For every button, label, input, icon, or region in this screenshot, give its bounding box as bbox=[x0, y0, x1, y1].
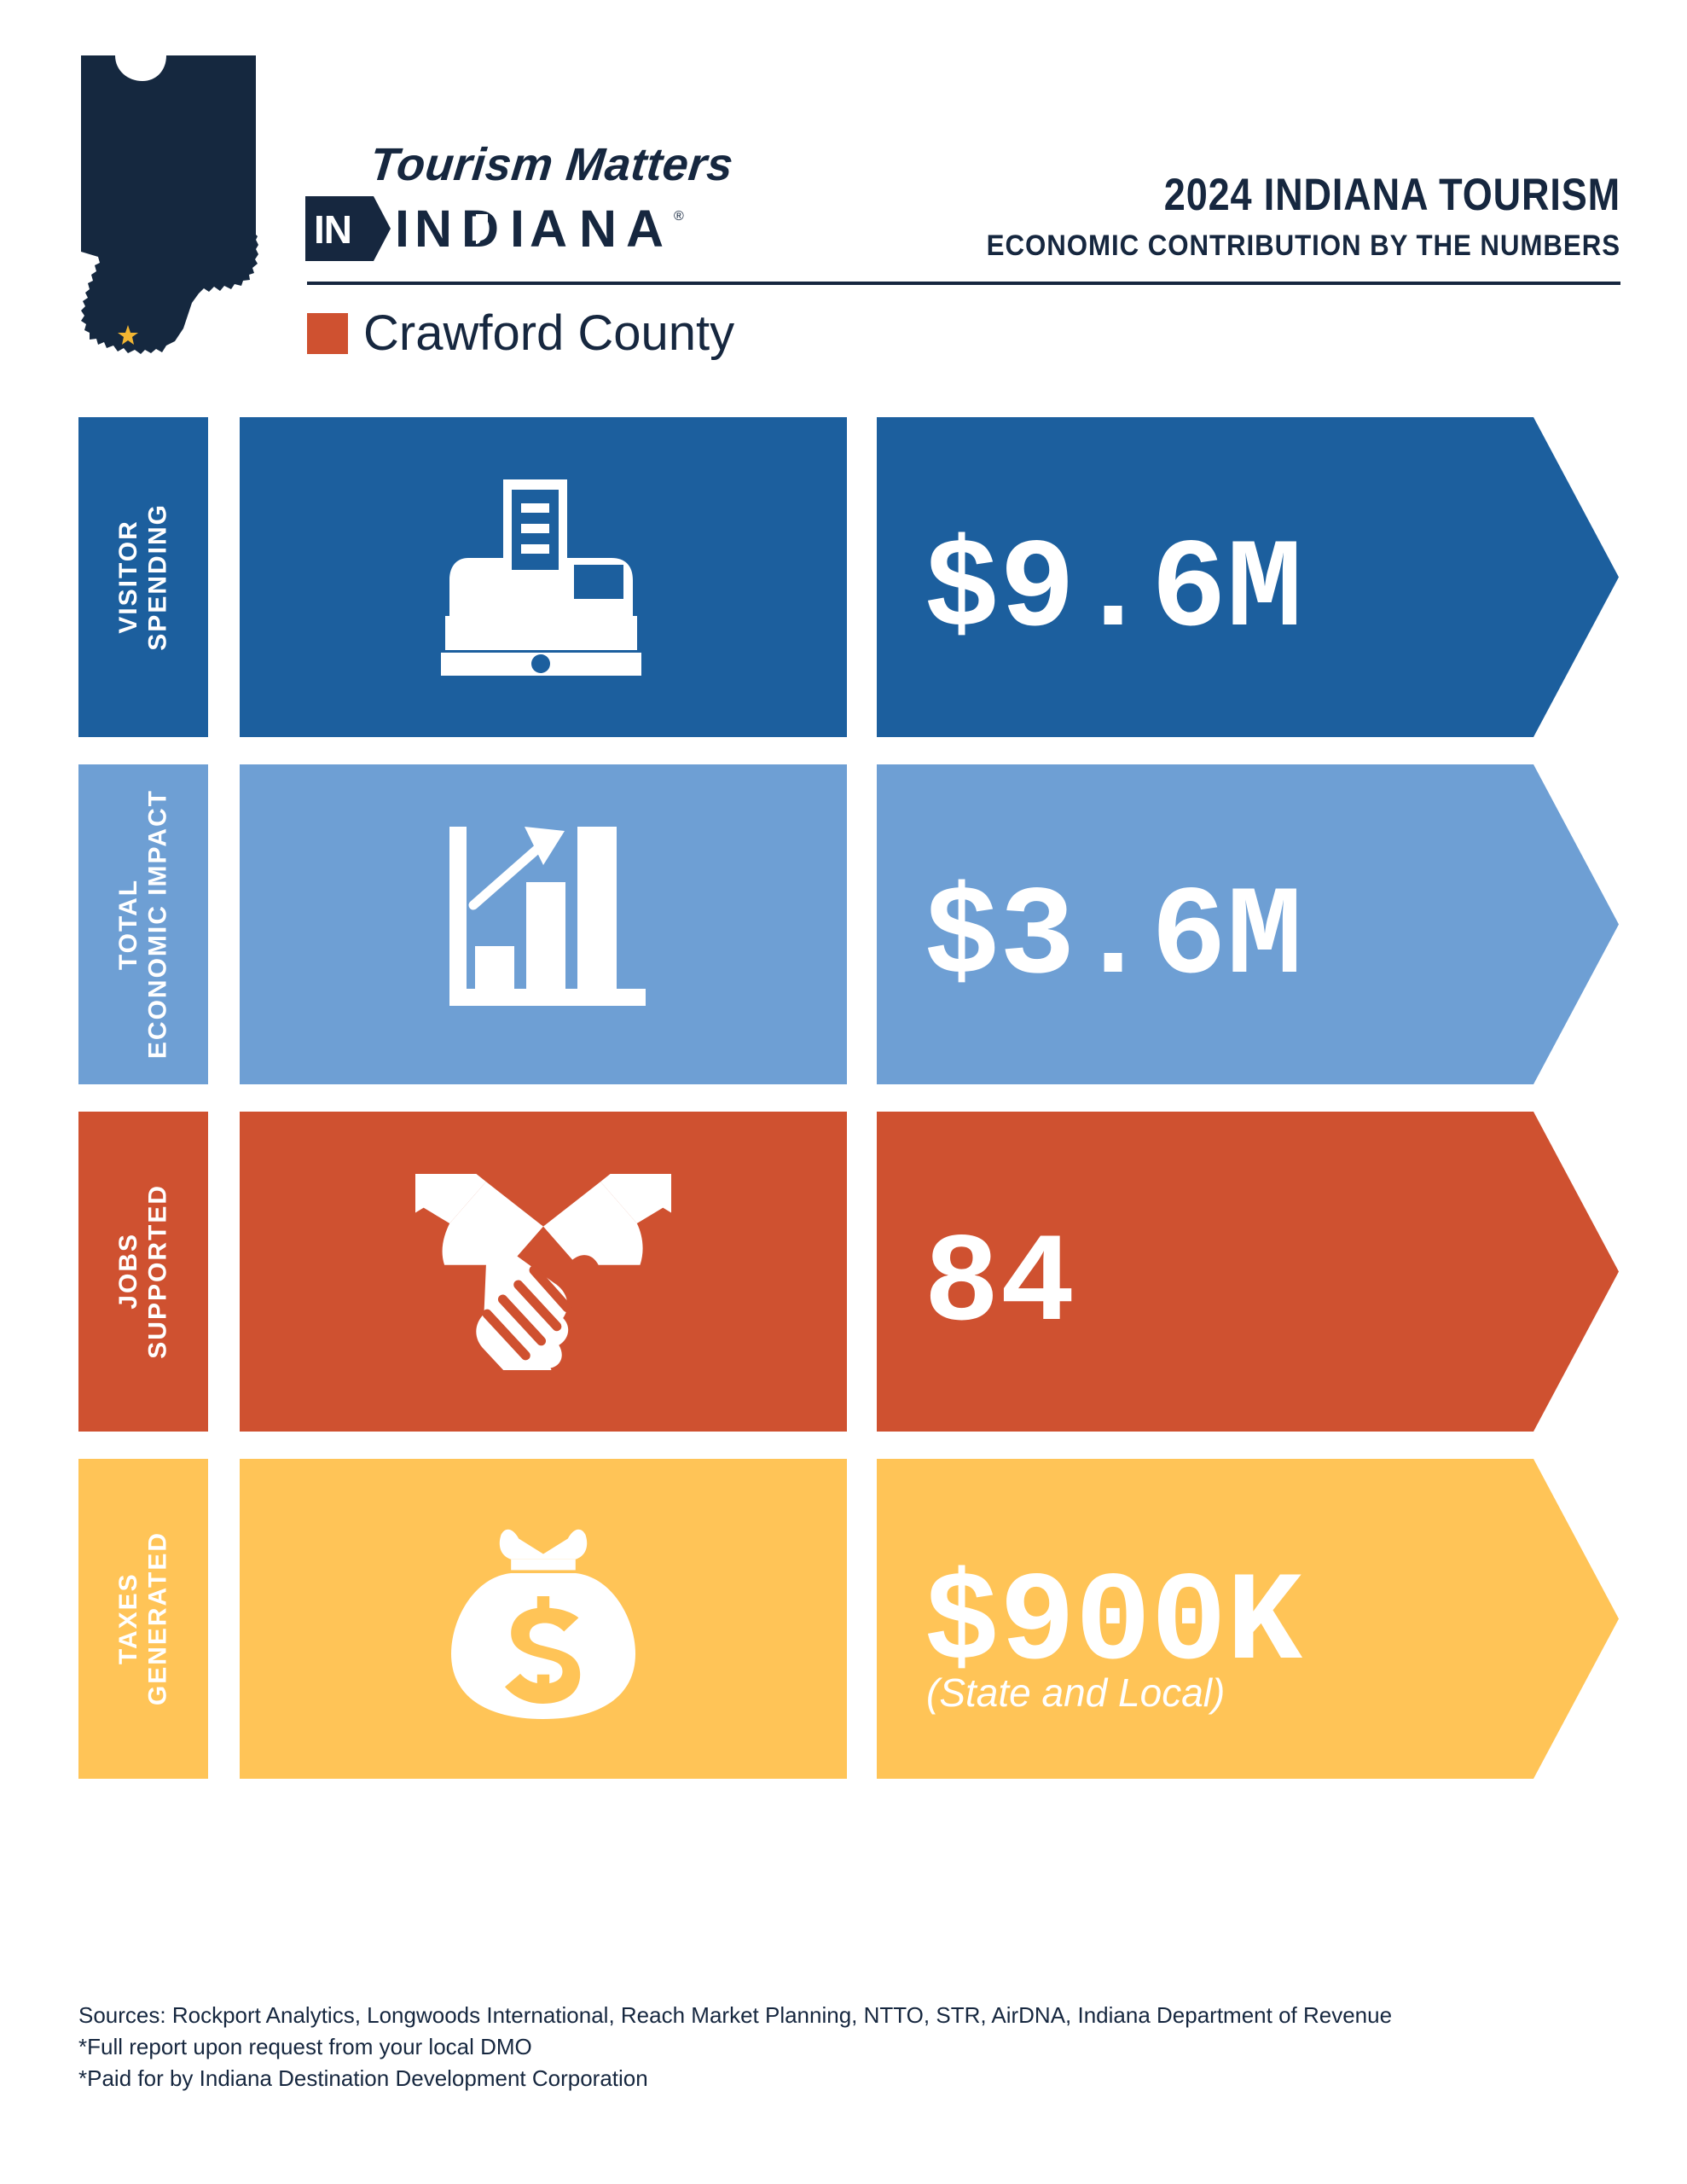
svg-text:I N D: I N D I A N A bbox=[395, 200, 664, 258]
svg-text:84: 84 bbox=[924, 1215, 1075, 1357]
svg-text:®: ® bbox=[674, 209, 684, 224]
svg-text:$3.6M: $3.6M bbox=[924, 868, 1302, 1010]
svg-text:IN: IN bbox=[314, 207, 351, 252]
svg-text:$9.6M: $9.6M bbox=[924, 520, 1302, 663]
svg-text:(State and Local): (State and Local) bbox=[926, 1670, 1225, 1715]
